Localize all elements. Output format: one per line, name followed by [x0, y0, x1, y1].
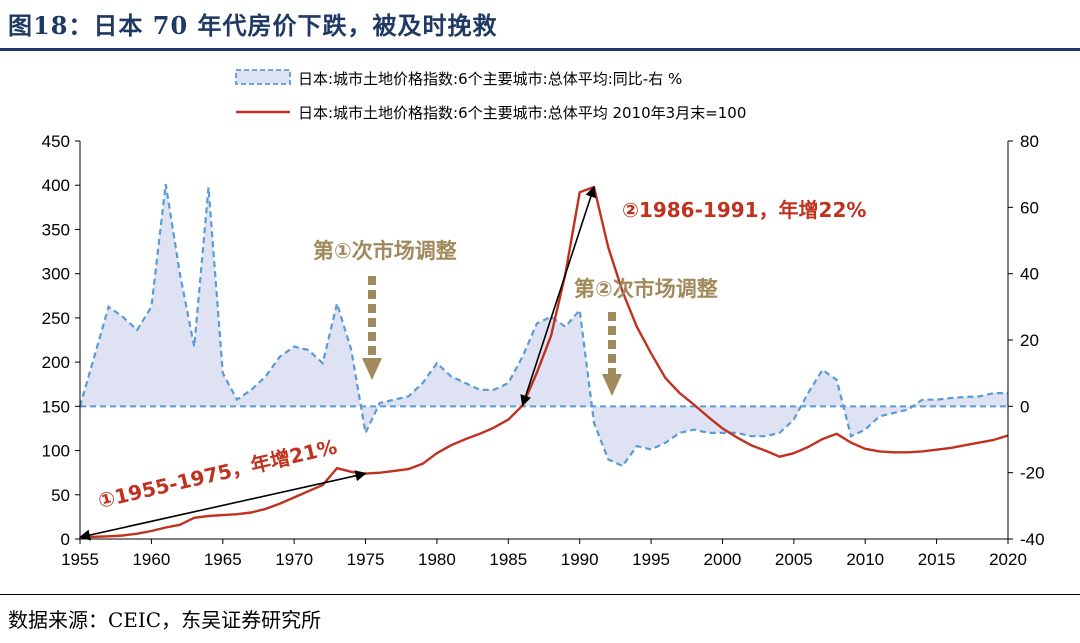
- annotation-period1: ①1955-1975，年增21%: [96, 435, 340, 513]
- y-left-tick-label: 400: [42, 176, 70, 195]
- y-right-tick-label: 60: [1020, 198, 1039, 217]
- y-right-tick-label: 40: [1020, 265, 1039, 284]
- arrow-adj1: [362, 276, 382, 380]
- x-tick-label: 1985: [489, 550, 527, 569]
- annotation-period2: ②1986-1991，年增22%: [622, 198, 866, 222]
- x-tick-label: 1955: [61, 550, 99, 569]
- y-right-tick-label: -40: [1020, 530, 1045, 549]
- y-left-tick-label: 200: [42, 353, 70, 372]
- x-tick-label: 1975: [347, 550, 385, 569]
- legend-label-yoy: 日本:城市土地价格指数:6个主要城市:总体平均:同比-右 %: [298, 70, 682, 88]
- chart: 日本:城市土地价格指数:6个主要城市:总体平均:同比-右 % 日本:城市土地价格指…: [42, 69, 1045, 569]
- x-tick-label: 2010: [846, 550, 884, 569]
- arrow-period1: [78, 470, 367, 541]
- arrow-adj2: [602, 312, 622, 396]
- x-tick-label: 1995: [632, 550, 670, 569]
- x-tick-label: 1960: [132, 550, 170, 569]
- title-rule: [0, 48, 1080, 51]
- y-right-tick-label: 0: [1020, 397, 1029, 416]
- y-left-tick-label: 450: [42, 132, 70, 151]
- x-tick-label: 2005: [775, 550, 813, 569]
- legend: 日本:城市土地价格指数:6个主要城市:总体平均:同比-右 % 日本:城市土地价格指…: [235, 69, 746, 122]
- y-left-tick-label: 250: [42, 309, 70, 328]
- x-tick-label: 1970: [275, 550, 313, 569]
- source-note: 数据来源：CEIC，东吴证券研究所: [8, 608, 322, 632]
- x-tick-label: 2015: [918, 550, 956, 569]
- arrow-period2: [520, 185, 597, 407]
- y-left-tick-label: 100: [42, 442, 70, 461]
- legend-label-index: 日本:城市土地价格指数:6个主要城市:总体平均 2010年3月末=100: [298, 104, 746, 122]
- y-left-tick-label: 150: [42, 397, 70, 416]
- legend-swatch-yoy: [235, 69, 291, 85]
- x-tick-label: 2000: [704, 550, 742, 569]
- y-right-tick-label: 20: [1020, 331, 1039, 350]
- x-tick-label: 1965: [204, 550, 242, 569]
- y-right-tick-label: -20: [1020, 464, 1045, 483]
- x-tick-label: 2020: [989, 550, 1027, 569]
- x-tick-label: 1980: [418, 550, 456, 569]
- annotation-adj1: 第①次市场调整: [313, 239, 457, 263]
- figure-title: 图18：日本 70 年代房价下跌，被及时挽救: [8, 11, 498, 40]
- x-tick-label: 1990: [561, 550, 599, 569]
- annotation-adj2: 第②次市场调整: [574, 277, 718, 301]
- footer-rule: [0, 594, 1080, 595]
- y-left-tick-label: 50: [51, 486, 70, 505]
- y-right-tick-label: 80: [1020, 132, 1039, 151]
- y-left-tick-label: 0: [61, 530, 70, 549]
- y-left-tick-label: 300: [42, 265, 70, 284]
- y-left-tick-label: 350: [42, 220, 70, 239]
